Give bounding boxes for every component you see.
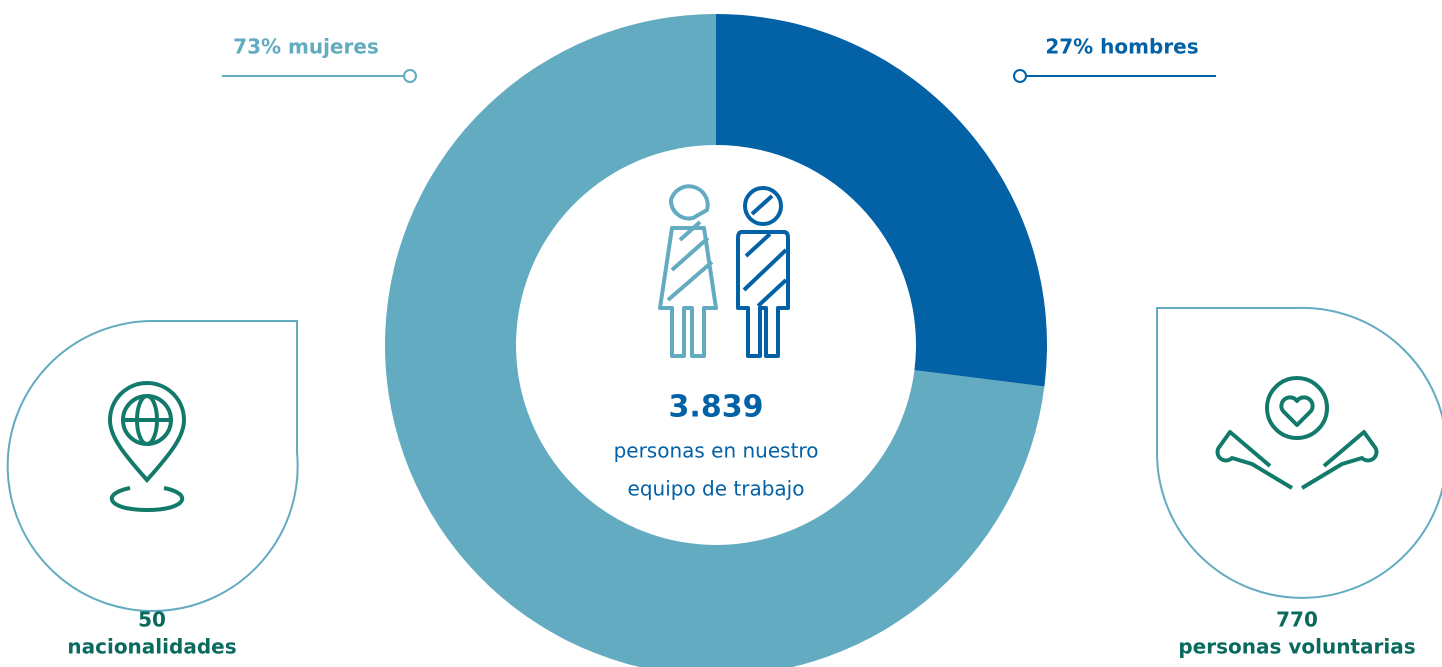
people-icon xyxy=(658,184,790,358)
stat-label: personas voluntarias xyxy=(1178,635,1415,659)
center-text: personas en nuestro xyxy=(614,439,819,463)
stat-value: 50 xyxy=(138,608,166,632)
leader-dot xyxy=(1013,69,1027,83)
stat-value: 770 xyxy=(1276,608,1318,632)
donut-slice xyxy=(385,14,1045,667)
center-text: equipo de trabajo xyxy=(628,477,805,501)
donut-slice xyxy=(716,14,1047,387)
globe-icon xyxy=(107,381,187,513)
card xyxy=(6,320,299,612)
card xyxy=(1156,306,1442,599)
stat-label: nacionalidades xyxy=(67,635,236,659)
donut xyxy=(385,14,1047,667)
slice-label: 73% mujeres xyxy=(233,35,379,59)
hands-heart-icon xyxy=(1215,376,1379,490)
center-value: 3.839 xyxy=(669,390,764,425)
slice-label: 27% hombres xyxy=(1045,35,1198,59)
leader-dot xyxy=(403,69,417,83)
